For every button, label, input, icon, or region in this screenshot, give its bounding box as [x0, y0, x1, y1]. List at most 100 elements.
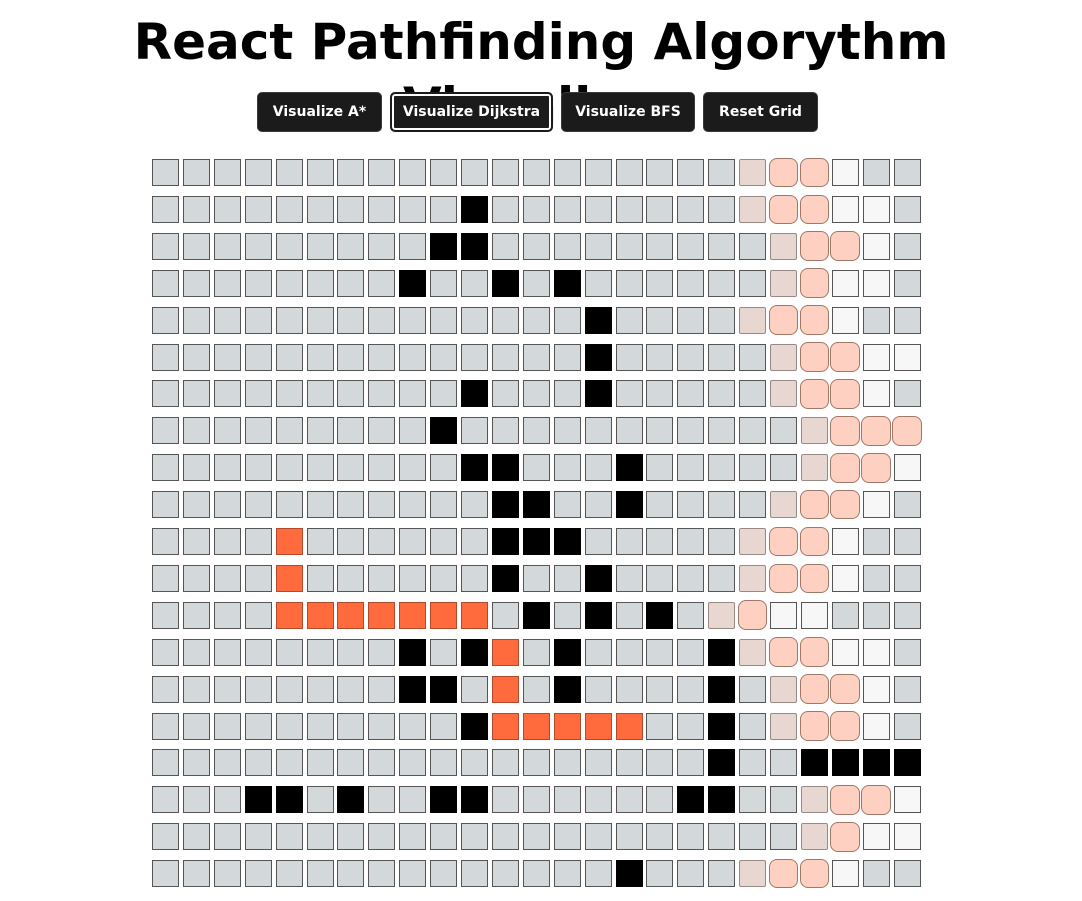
grid-cell-unvisited[interactable] — [553, 491, 581, 519]
grid-cell-unvisited[interactable] — [182, 638, 210, 666]
grid-cell-unvisited[interactable] — [584, 159, 612, 186]
grid-cell-unvisited[interactable] — [461, 491, 488, 519]
grid-cell-unvisited[interactable] — [862, 564, 890, 592]
grid-cell-visited[interactable] — [739, 306, 767, 334]
grid-cell-unvisited[interactable] — [399, 159, 427, 186]
grid-cell-visited[interactable] — [892, 415, 922, 446]
grid-cell-unvisited[interactable] — [522, 159, 550, 186]
grid-cell-unvisited[interactable] — [739, 823, 767, 851]
grid-cell-unvisited[interactable] — [244, 564, 272, 592]
grid-cell-wall[interactable] — [399, 269, 427, 297]
grid-cell-unvisited[interactable] — [646, 159, 674, 186]
grid-cell-wall[interactable] — [461, 454, 488, 482]
grid-cell-unvisited[interactable] — [893, 491, 921, 519]
grid-cell-unvisited[interactable] — [893, 195, 921, 223]
grid-cell-unvisited[interactable] — [615, 675, 643, 703]
grid-cell-unvisited[interactable] — [862, 601, 890, 629]
grid-cell-unvisited[interactable] — [430, 712, 458, 740]
grid-cell-path[interactable] — [584, 712, 612, 740]
grid-cell-path[interactable] — [615, 712, 643, 740]
grid-cell-visited[interactable] — [799, 342, 830, 372]
grid-cell-unvisited[interactable] — [337, 638, 365, 666]
grid-cell-unvisited[interactable] — [646, 528, 674, 555]
grid-cell-unvisited[interactable] — [182, 601, 210, 629]
grid-cell-empty[interactable] — [800, 601, 828, 629]
grid-cell-empty[interactable] — [862, 343, 890, 371]
grid-cell-unvisited[interactable] — [244, 712, 272, 740]
grid-cell-unvisited[interactable] — [399, 712, 427, 740]
grid-cell-visited[interactable] — [770, 232, 797, 260]
grid-cell-unvisited[interactable] — [677, 712, 705, 740]
grid-cell-unvisited[interactable] — [213, 528, 241, 555]
grid-cell-visited[interactable] — [739, 564, 767, 592]
grid-cell-unvisited[interactable] — [337, 712, 365, 740]
grid-cell-unvisited[interactable] — [646, 343, 674, 371]
grid-cell-unvisited[interactable] — [244, 380, 272, 408]
grid-cell-unvisited[interactable] — [306, 749, 334, 777]
grid-cell-unvisited[interactable] — [739, 343, 767, 371]
grid-cell-empty[interactable] — [862, 491, 890, 519]
grid-cell-unvisited[interactable] — [893, 860, 921, 888]
grid-cell-unvisited[interactable] — [152, 638, 179, 666]
grid-cell-unvisited[interactable] — [491, 195, 519, 223]
grid-cell-wall[interactable] — [615, 454, 643, 482]
grid-cell-visited[interactable] — [800, 823, 828, 851]
grid-cell-unvisited[interactable] — [213, 159, 241, 186]
grid-cell-wall[interactable] — [831, 749, 859, 777]
grid-cell-unvisited[interactable] — [152, 417, 179, 445]
grid-cell-unvisited[interactable] — [244, 195, 272, 223]
grid-cell-unvisited[interactable] — [275, 417, 303, 445]
grid-cell-visited[interactable] — [739, 528, 767, 555]
grid-cell-unvisited[interactable] — [646, 269, 674, 297]
grid-cell-unvisited[interactable] — [213, 823, 241, 851]
grid-cell-unvisited[interactable] — [399, 528, 427, 555]
grid-cell-unvisited[interactable] — [893, 564, 921, 592]
grid-cell-unvisited[interactable] — [646, 786, 674, 814]
grid-cell-unvisited[interactable] — [430, 564, 458, 592]
grid-cell-visited[interactable] — [830, 379, 861, 409]
grid-cell-unvisited[interactable] — [584, 232, 612, 260]
grid-cell-unvisited[interactable] — [337, 195, 365, 223]
grid-cell-unvisited[interactable] — [584, 675, 612, 703]
grid-cell-unvisited[interactable] — [553, 823, 581, 851]
grid-cell-unvisited[interactable] — [182, 528, 210, 555]
grid-cell-unvisited[interactable] — [244, 491, 272, 519]
grid-cell-wall[interactable] — [461, 232, 488, 260]
grid-cell-unvisited[interactable] — [522, 675, 550, 703]
grid-cell-unvisited[interactable] — [306, 638, 334, 666]
grid-cell-visited[interactable] — [799, 858, 830, 889]
grid-cell-unvisited[interactable] — [739, 749, 767, 777]
grid-cell-unvisited[interactable] — [739, 380, 767, 408]
grid-cell-wall[interactable] — [893, 749, 921, 777]
visualize-bfs-button[interactable]: Visualize BFS — [561, 92, 695, 132]
grid-cell-path[interactable] — [275, 528, 303, 555]
grid-cell-unvisited[interactable] — [337, 306, 365, 334]
grid-cell-unvisited[interactable] — [522, 454, 550, 482]
grid-cell-unvisited[interactable] — [213, 601, 241, 629]
grid-cell-unvisited[interactable] — [152, 232, 179, 260]
grid-cell-unvisited[interactable] — [152, 380, 179, 408]
grid-cell-unvisited[interactable] — [615, 380, 643, 408]
grid-cell-visited[interactable] — [770, 675, 797, 703]
grid-cell-unvisited[interactable] — [893, 712, 921, 740]
grid-cell-unvisited[interactable] — [275, 823, 303, 851]
grid-cell-unvisited[interactable] — [213, 860, 241, 888]
grid-cell-unvisited[interactable] — [244, 454, 272, 482]
grid-cell-unvisited[interactable] — [646, 638, 674, 666]
grid-cell-empty[interactable] — [893, 786, 921, 814]
grid-cell-unvisited[interactable] — [152, 860, 179, 888]
grid-cell-wall[interactable] — [399, 675, 427, 703]
grid-cell-unvisited[interactable] — [244, 232, 272, 260]
grid-cell-unvisited[interactable] — [244, 638, 272, 666]
grid-cell-unvisited[interactable] — [430, 159, 458, 186]
grid-cell-wall[interactable] — [646, 601, 674, 629]
grid-cell-unvisited[interactable] — [893, 159, 921, 186]
grid-cell-unvisited[interactable] — [708, 232, 736, 260]
grid-cell-unvisited[interactable] — [553, 306, 581, 334]
grid-cell-unvisited[interactable] — [306, 380, 334, 408]
grid-cell-visited[interactable] — [830, 711, 861, 741]
grid-cell-wall[interactable] — [461, 195, 488, 223]
grid-cell-wall[interactable] — [553, 675, 581, 703]
grid-cell-unvisited[interactable] — [553, 454, 581, 482]
grid-cell-unvisited[interactable] — [739, 269, 767, 297]
